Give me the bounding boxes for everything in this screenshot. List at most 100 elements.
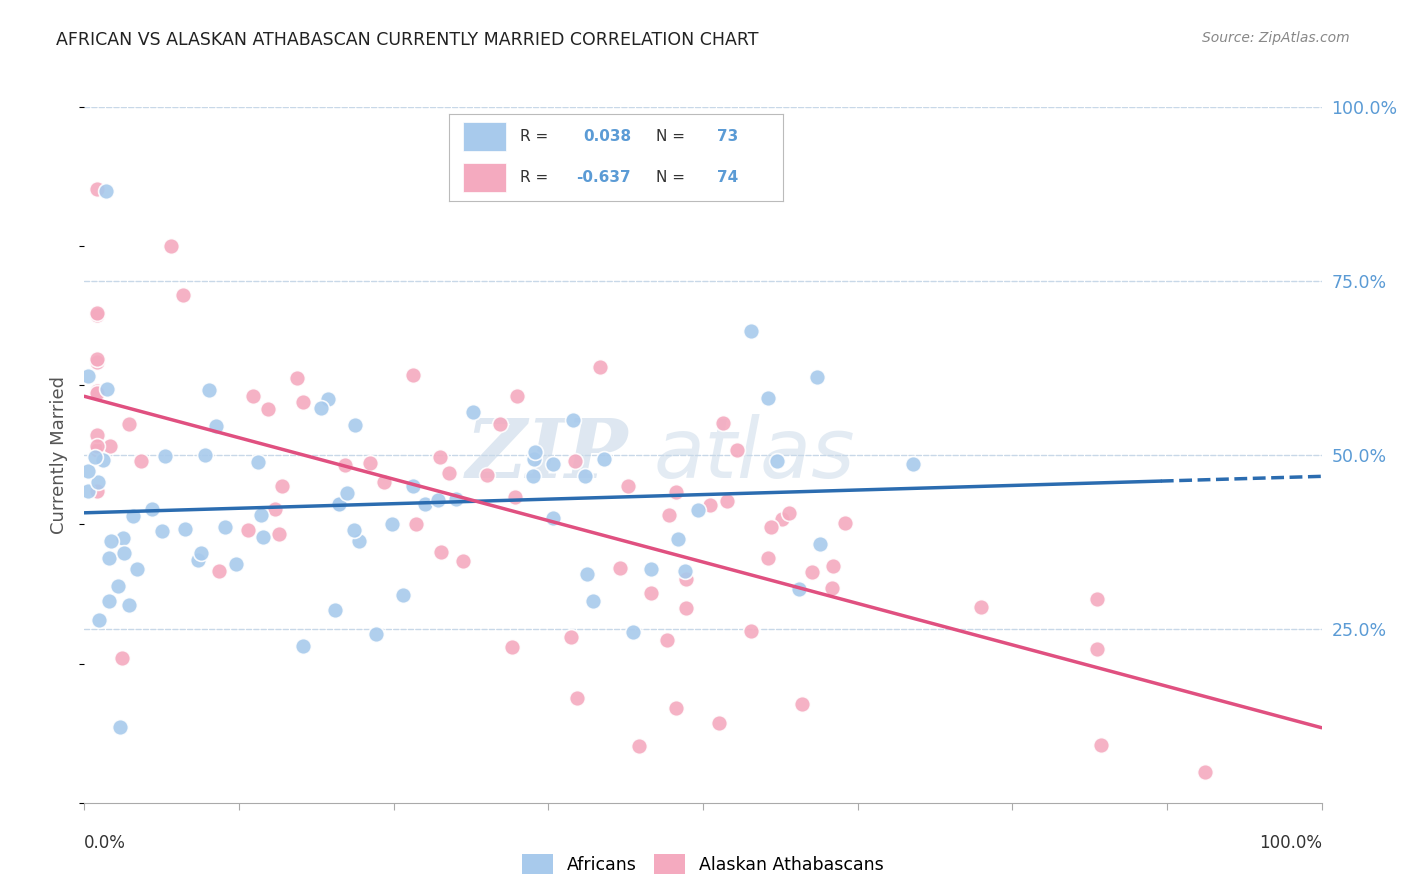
Point	[488, 417, 510, 431]
Point	[475, 468, 498, 483]
Point	[112, 546, 135, 560]
Point	[76, 464, 98, 478]
Point	[564, 454, 586, 468]
Point	[725, 442, 748, 457]
Point	[621, 624, 644, 639]
Point	[204, 418, 226, 433]
Text: 0.0%: 0.0%	[84, 834, 127, 852]
Point	[437, 466, 460, 480]
Point	[707, 716, 730, 731]
Point	[86, 355, 108, 369]
Point	[522, 468, 544, 483]
Point	[86, 351, 108, 366]
Point	[336, 486, 359, 500]
Point	[326, 497, 349, 511]
Point	[640, 561, 662, 575]
Point	[560, 630, 582, 644]
Point	[225, 558, 247, 572]
Point	[1090, 739, 1112, 753]
Point	[98, 439, 121, 453]
Point	[673, 564, 696, 578]
Point	[640, 586, 662, 600]
Legend: Africans, Alaskan Athabascans: Africans, Alaskan Athabascans	[522, 854, 884, 874]
Point	[405, 517, 427, 532]
Point	[609, 560, 631, 574]
Point	[541, 457, 564, 471]
Point	[675, 572, 697, 586]
Point	[823, 559, 845, 574]
Point	[86, 308, 108, 322]
Point	[808, 537, 831, 551]
Point	[589, 360, 612, 375]
Point	[242, 389, 264, 403]
Point	[172, 288, 194, 302]
Point	[118, 598, 141, 612]
Point	[96, 383, 118, 397]
Point	[107, 579, 129, 593]
Point	[328, 497, 350, 511]
Point	[141, 501, 163, 516]
Point	[565, 691, 588, 706]
Point	[197, 383, 219, 397]
Point	[208, 564, 231, 578]
Point	[759, 520, 782, 534]
Point	[121, 508, 143, 523]
Point	[264, 502, 287, 516]
Point	[111, 531, 134, 545]
Point	[335, 458, 357, 472]
Point	[194, 448, 217, 462]
Point	[806, 370, 828, 384]
Point	[666, 532, 689, 546]
Point	[190, 545, 212, 559]
Point	[628, 739, 651, 753]
Point	[451, 554, 474, 568]
Point	[593, 451, 616, 466]
Point	[970, 599, 993, 614]
Point	[658, 508, 681, 523]
Text: 100.0%: 100.0%	[1258, 834, 1322, 852]
Point	[523, 452, 546, 467]
Point	[110, 651, 132, 665]
Point	[86, 484, 108, 499]
Point	[402, 368, 425, 382]
Point	[86, 384, 108, 398]
Point	[292, 395, 315, 409]
Point	[347, 534, 370, 549]
Point	[503, 490, 526, 504]
Point	[236, 523, 259, 537]
Point	[373, 475, 395, 490]
Point	[582, 594, 605, 608]
Point	[381, 516, 404, 531]
Point	[77, 368, 100, 383]
Point	[186, 552, 208, 566]
Point	[427, 492, 450, 507]
Point	[444, 491, 467, 506]
Point	[366, 627, 388, 641]
Text: ZIP: ZIP	[467, 415, 628, 495]
Point	[1194, 765, 1216, 780]
Point	[153, 449, 176, 463]
Point	[173, 522, 195, 536]
Point	[675, 601, 697, 615]
Point	[688, 503, 710, 517]
Point	[770, 512, 793, 526]
Point	[246, 455, 269, 469]
Point	[665, 701, 688, 715]
Point	[267, 526, 290, 541]
Point	[711, 416, 734, 430]
Point	[84, 450, 107, 464]
Point	[756, 551, 779, 566]
Point	[87, 613, 110, 627]
Point	[903, 457, 925, 471]
Point	[1085, 591, 1108, 606]
Point	[108, 721, 131, 735]
Point	[617, 479, 640, 493]
Point	[657, 632, 679, 647]
Point	[756, 391, 779, 405]
Point	[292, 640, 315, 654]
Point	[86, 306, 108, 320]
Point	[716, 494, 738, 508]
Point	[801, 565, 824, 579]
Point	[562, 412, 585, 426]
Point	[285, 371, 308, 385]
